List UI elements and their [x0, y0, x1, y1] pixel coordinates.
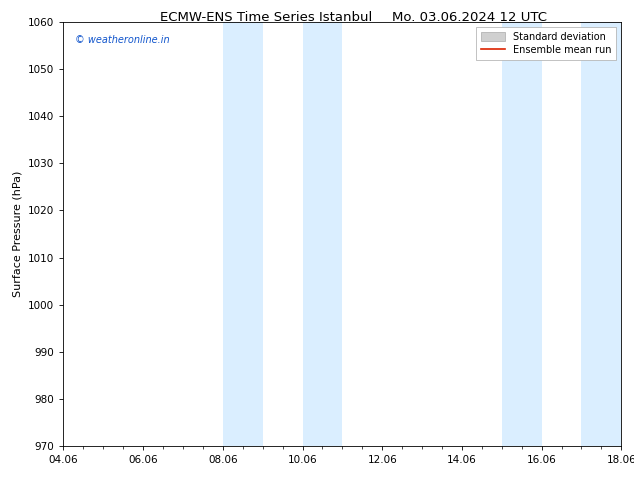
Y-axis label: Surface Pressure (hPa): Surface Pressure (hPa)	[13, 171, 23, 297]
Text: © weatheronline.in: © weatheronline.in	[75, 35, 169, 45]
Text: Mo. 03.06.2024 12 UTC: Mo. 03.06.2024 12 UTC	[392, 11, 547, 24]
Bar	[581, 22, 621, 446]
Bar	[501, 22, 541, 446]
Legend: Standard deviation, Ensemble mean run: Standard deviation, Ensemble mean run	[476, 27, 616, 60]
Bar	[302, 22, 342, 446]
Text: ECMW-ENS Time Series Istanbul: ECMW-ENS Time Series Istanbul	[160, 11, 372, 24]
Bar	[223, 22, 262, 446]
